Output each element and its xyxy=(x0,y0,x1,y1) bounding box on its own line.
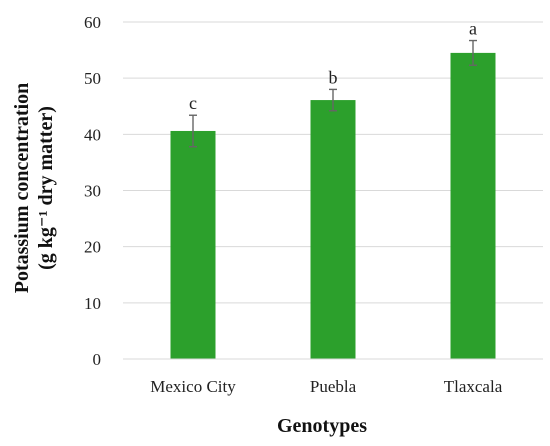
bar xyxy=(450,52,496,360)
y-axis-title-line2: (g kg⁻¹ dry matter) xyxy=(35,106,57,270)
y-tick-label: 50 xyxy=(84,69,101,88)
bars xyxy=(170,52,496,360)
category-labels: Mexico City Puebla Tlaxcala xyxy=(150,377,502,396)
y-tick-label: 60 xyxy=(84,13,101,32)
bar xyxy=(170,130,216,359)
error-bar xyxy=(189,114,197,148)
y-tick-label: 0 xyxy=(93,350,102,369)
y-tick-label: 30 xyxy=(84,182,101,201)
error-bars xyxy=(189,39,477,148)
significance-letter: a xyxy=(469,19,477,39)
category-label: Tlaxcala xyxy=(444,377,503,396)
significance-letters: c b a xyxy=(189,19,477,114)
category-label: Mexico City xyxy=(150,377,236,396)
error-bar xyxy=(469,39,477,66)
x-axis-title: Genotypes xyxy=(277,415,367,437)
y-axis-title-line1: Potassium concentration xyxy=(11,83,33,294)
bar xyxy=(310,100,356,360)
significance-letter: c xyxy=(189,93,197,113)
significance-letter: b xyxy=(329,67,338,87)
y-tick-label: 40 xyxy=(84,125,101,144)
y-tick-label: 20 xyxy=(84,238,101,257)
y-tick-labels: 0 10 20 30 40 50 60 xyxy=(84,13,101,369)
y-tick-label: 10 xyxy=(84,294,101,313)
error-bar xyxy=(329,88,337,112)
category-label: Puebla xyxy=(310,377,357,396)
